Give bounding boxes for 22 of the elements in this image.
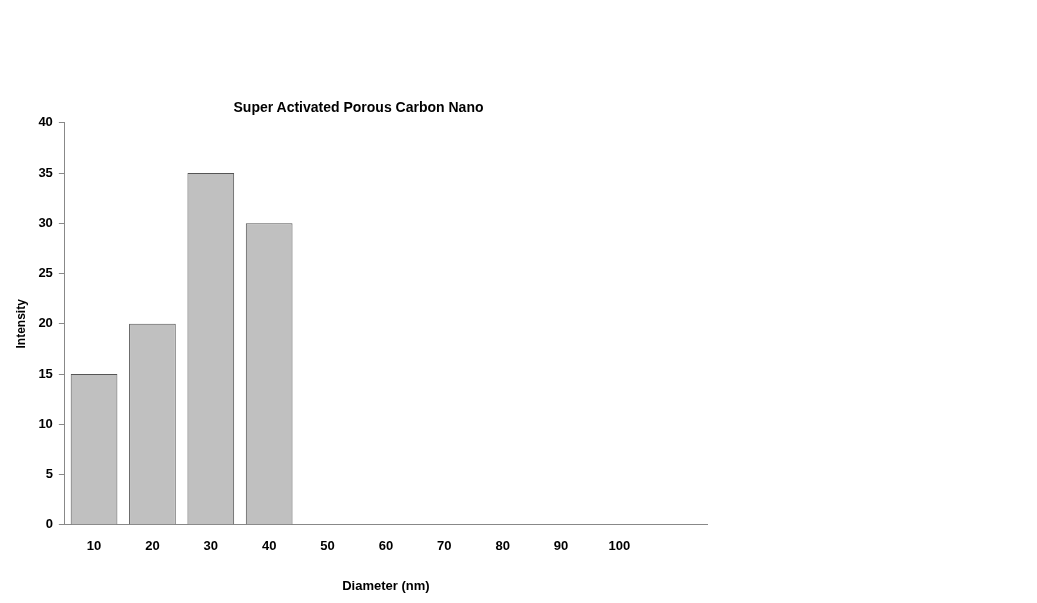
y-tick-label: 0	[45, 516, 53, 532]
x-tick-label: 90	[553, 538, 569, 554]
y-tick-label: 40	[38, 114, 53, 130]
y-tick-label: 20	[38, 315, 53, 331]
x-tick-label: 10	[86, 538, 102, 554]
y-tick-label: 5	[45, 466, 53, 482]
x-tick-label: 70	[437, 538, 452, 554]
x-tick-label: 80	[495, 538, 510, 554]
x-tick-label: 60	[378, 538, 394, 554]
x-axis-title: Diameter (nm)	[342, 577, 430, 593]
y-tick-label: 25	[38, 265, 53, 281]
y-tick-label: 30	[38, 214, 53, 230]
x-tick-label: 50	[320, 538, 335, 554]
chart-title: Super Activated Porous Carbon Nano	[233, 99, 484, 116]
y-tick-label: 10	[38, 415, 53, 431]
x-tick-label: 100	[608, 538, 631, 554]
y-tick-label: 35	[38, 164, 53, 180]
y-tick-label: 15	[38, 365, 53, 381]
x-tick-label: 40	[261, 538, 277, 554]
x-tick-label: 30	[203, 538, 219, 554]
x-tick-label: 20	[145, 538, 160, 554]
y-axis-title: Intensity	[13, 298, 28, 349]
